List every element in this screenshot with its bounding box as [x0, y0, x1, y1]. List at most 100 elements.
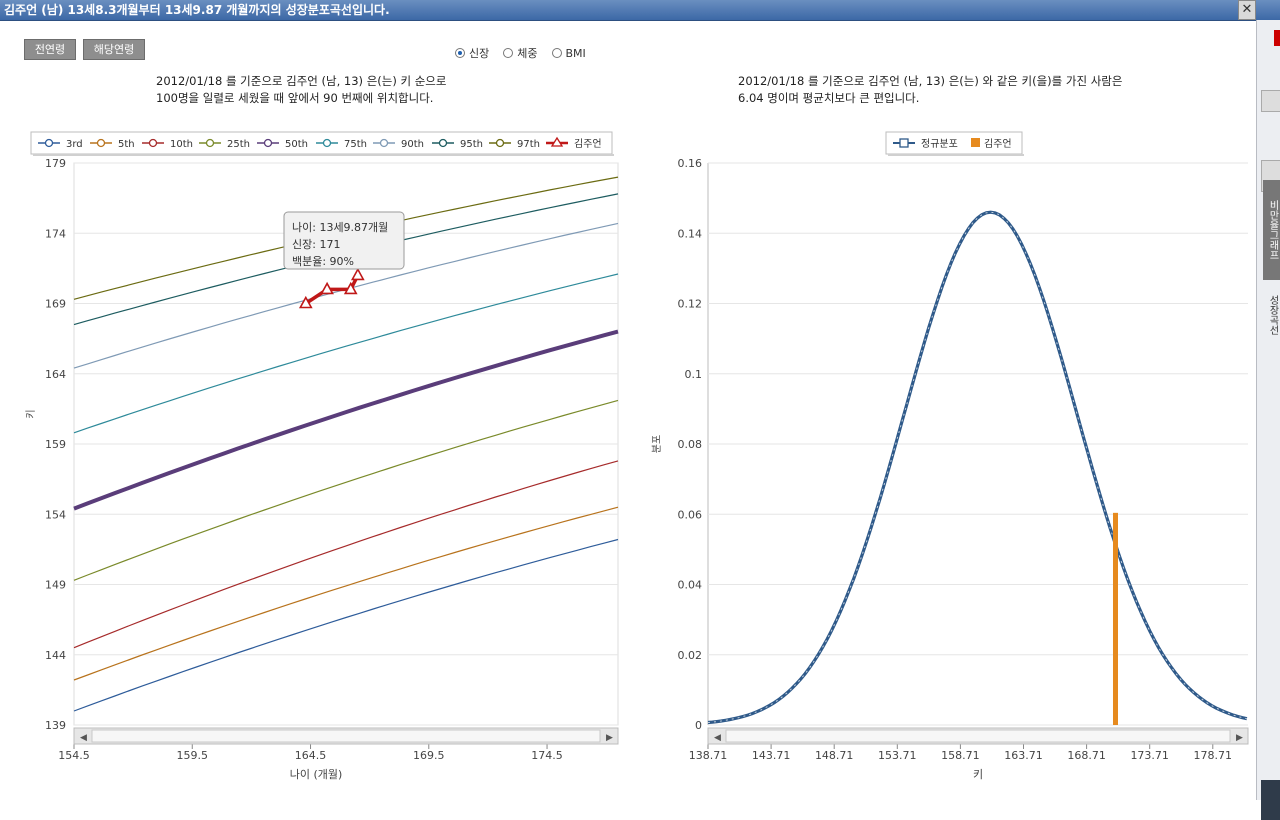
left-desc-line2: 100명을 일렬로 세웠을 때 앞에서 90 번째에 위치합니다. [156, 91, 434, 105]
tooltip-percentile: 백분율: 90% [292, 255, 354, 268]
side-panel: 비만율그래프 성장곡선 [1256, 20, 1280, 820]
right-y-axis-label: 분포 [651, 435, 663, 453]
percentile-line-5th [73, 506, 619, 681]
side-red-marker [1274, 30, 1280, 46]
legend-swatch-bar [971, 138, 980, 147]
window-title: 김주언 (남) 13세8.3개월부터 13세9.87 개월까지의 성장분포곡선입… [4, 3, 390, 17]
percentile-line-3rd [73, 538, 619, 712]
close-button[interactable]: ✕ [1238, 0, 1256, 20]
tooltip-height: 신장: 171 [292, 238, 340, 251]
left-y-tick-label: 159 [45, 438, 66, 451]
right-series-group [707, 210, 1248, 725]
right-scroll-thumb[interactable] [725, 729, 1231, 743]
legend-swatch-marker [44, 138, 54, 148]
normal-curve-markers [707, 211, 1248, 723]
legend-swatch-marker [148, 138, 158, 148]
right-description: 2012/01/18 를 기준으로 김주언 (남, 13) 은(는) 와 같은 … [738, 73, 1122, 107]
right-x-tick-label: 158.71 [941, 749, 980, 762]
legend-swatch-marker [263, 138, 273, 148]
right-scroll-left-arrow[interactable]: ◀ [714, 733, 721, 743]
legend-swatch-marker [96, 138, 106, 148]
side-button-1[interactable] [1261, 90, 1280, 112]
right-y-tick-label: 0.1 [685, 368, 703, 381]
left-y-tick-label: 174 [45, 227, 66, 240]
right-x-tick-label: 168.71 [1067, 749, 1106, 762]
right-x-axis-label: 키 [973, 768, 983, 781]
child-data-point [320, 281, 334, 295]
child-growth-line [304, 274, 360, 305]
percentile-line-75th [73, 273, 619, 434]
legend-label: 95th [460, 139, 483, 150]
left-scrollbar[interactable]: ◀ ▶ [73, 727, 619, 745]
legend-label: 90th [401, 139, 424, 150]
right-grid [707, 162, 1248, 726]
radio-weight-circle[interactable] [503, 48, 514, 58]
measure-radio-group: 신장 체중 BMI [455, 45, 586, 61]
tab-obesity-graph[interactable]: 비만율그래프 [1263, 180, 1280, 280]
child-data-point [298, 295, 313, 309]
right-y-tick-label: 0.08 [678, 438, 703, 451]
child-data-point [350, 267, 365, 281]
all-ages-button[interactable]: 전연령 [24, 39, 76, 60]
legend-label: 김주언 [574, 138, 602, 150]
right-desc-line2: 6.04 명이며 평균치보다 큰 편입니다. [738, 91, 920, 105]
radio-weight-label: 체중 [517, 47, 538, 60]
legend-swatch-marker [899, 138, 909, 148]
tooltip-age: 나이: 13세9.87개월 [292, 221, 388, 234]
left-scroll-right-arrow[interactable]: ▶ [606, 733, 613, 743]
right-y-tick-label: 0.14 [678, 227, 703, 240]
legend-label: 10th [170, 139, 193, 150]
left-scroll-left-arrow[interactable]: ◀ [80, 733, 87, 743]
left-x-tick-label: 154.5 [58, 749, 90, 762]
growth-percentile-chart: 139 144 149 154 159 164 169 174 179 154.5 159.5 164… [25, 131, 619, 781]
right-y-tick-label: 0.06 [678, 508, 703, 521]
right-x-tick-label: 178.71 [1194, 749, 1233, 762]
legend-label: 75th [344, 139, 367, 150]
radio-height-circle[interactable] [455, 48, 465, 58]
right-y-tick-label: 0.04 [678, 579, 703, 592]
legend-label: 5th [118, 139, 135, 150]
legend-swatch-marker [322, 138, 332, 148]
right-scroll-right-arrow[interactable]: ▶ [1236, 733, 1243, 743]
legend-swatch-marker [495, 138, 505, 148]
left-y-axis-label: 키 [25, 409, 37, 418]
radio-height[interactable]: 신장 [455, 45, 489, 61]
right-legend: 정규분포 김주언 [885, 131, 1024, 156]
right-x-tick-label: 163.71 [1004, 749, 1043, 762]
left-x-tick-label: 174.5 [531, 749, 563, 762]
right-x-tick-label: 138.71 [689, 749, 728, 762]
left-scroll-thumb[interactable] [91, 729, 601, 743]
percentile-line-10th [73, 460, 619, 649]
tab-growth-curve[interactable]: 성장곡선 [1267, 295, 1278, 335]
left-legend: 3rd 5th 10th 25th 50th 75th 90th 95th 97th 김주언 [30, 131, 614, 156]
left-x-tick-label: 159.5 [177, 749, 209, 762]
left-description: 2012/01/18 를 기준으로 김주언 (남, 13) 은(는) 키 순으로… [156, 73, 446, 107]
radio-height-label: 신장 [469, 47, 490, 60]
legend-swatch-marker [205, 138, 215, 148]
right-x-tick-label: 153.71 [878, 749, 917, 762]
radio-bmi-circle[interactable] [551, 48, 562, 58]
left-x-tick-label: 169.5 [413, 749, 445, 762]
legend-label: 정규분포 [921, 138, 958, 150]
right-x-tick-label: 173.71 [1130, 749, 1169, 762]
left-y-tick-label: 144 [45, 649, 66, 662]
right-y-tick-label: 0 [695, 719, 702, 732]
legend-swatch-marker [550, 136, 564, 147]
right-y-tick-label: 0.02 [678, 649, 703, 662]
right-x-tick-label: 143.71 [752, 749, 791, 762]
side-dark-block [1261, 780, 1280, 820]
legend-label: 3rd [66, 139, 83, 150]
this-age-button[interactable]: 해당연령 [83, 39, 145, 60]
legend-swatch-marker [438, 138, 448, 148]
left-y-tick-label: 164 [45, 368, 66, 381]
radio-bmi[interactable]: BMI [551, 45, 586, 61]
left-y-tick-label: 154 [45, 508, 66, 521]
legend-label: 97th [517, 139, 540, 150]
left-y-tick-label: 139 [45, 719, 66, 732]
right-y-tick-label: 0.16 [678, 157, 703, 170]
radio-bmi-label: BMI [565, 46, 586, 60]
right-scrollbar[interactable]: ◀ ▶ [707, 727, 1249, 745]
tooltip-box [283, 211, 405, 270]
legend-label: 25th [227, 139, 250, 150]
radio-weight[interactable]: 체중 [503, 45, 538, 61]
